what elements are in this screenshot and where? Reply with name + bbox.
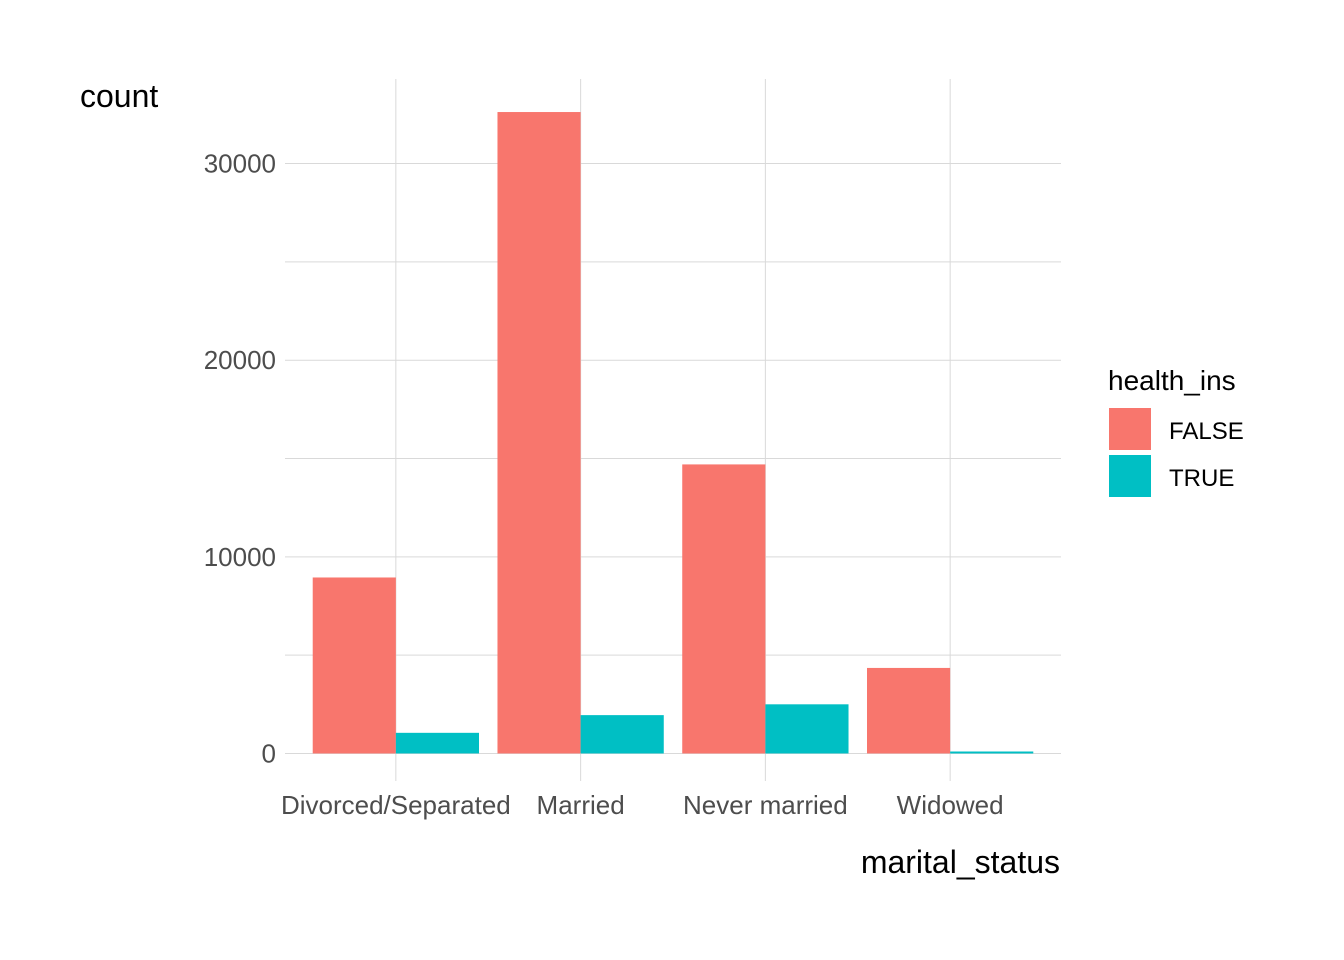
y-axis-title: count	[80, 78, 158, 114]
bar-false-married	[497, 112, 581, 754]
bar-false-divorced-separated	[312, 577, 396, 754]
x-axis-title: marital_status	[861, 844, 1060, 880]
legend-key-true	[1109, 455, 1151, 497]
y-tick-labels: 0 10000 20000 30000	[204, 149, 276, 769]
y-tick-label: 20000	[204, 345, 276, 375]
y-tick-label: 10000	[204, 542, 276, 572]
legend-title: health_ins	[1108, 365, 1236, 396]
legend-key-false	[1109, 408, 1151, 450]
legend-label-true: TRUE	[1169, 465, 1234, 492]
legend-label-false: FALSE	[1169, 418, 1244, 445]
x-tick-labels: Divorced/Separated Married Never married Wi…	[281, 790, 1004, 820]
bar-true-widowed	[950, 751, 1034, 754]
bar-false-never-married	[682, 464, 766, 754]
bar-true-divorced-separated	[395, 732, 479, 754]
x-tick-label: Widowed	[897, 790, 1004, 820]
x-tick-label: Divorced/Separated	[281, 790, 511, 820]
x-tick-label: Never married	[683, 790, 848, 820]
y-tick-label: 0	[262, 738, 276, 768]
bar-true-married	[580, 715, 664, 754]
bar-false-widowed	[867, 667, 951, 754]
x-tick-label: Married	[537, 790, 625, 820]
bars	[312, 112, 1034, 754]
legend: health_ins FALSE TRUE	[1108, 365, 1244, 497]
bar-true-never-married	[765, 704, 849, 754]
y-tick-label: 30000	[204, 149, 276, 179]
